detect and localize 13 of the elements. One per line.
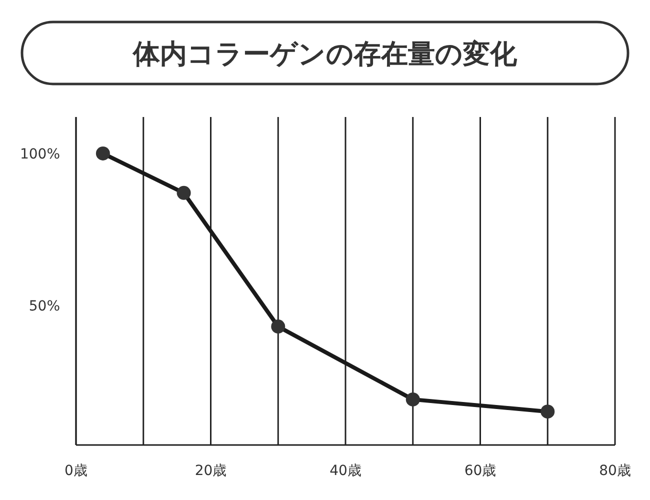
- x-tick-label: 20歳: [194, 463, 227, 479]
- x-tick-label: 60歳: [464, 463, 496, 479]
- y-tick-label: 100%: [20, 146, 60, 162]
- x-tick-label: 40歳: [330, 463, 362, 479]
- point: [540, 404, 555, 419]
- x-tick-label: 0歳: [64, 463, 88, 479]
- chart-title: 体内コラーゲンの存在量の変化: [132, 39, 518, 70]
- point: [96, 146, 110, 160]
- y-tick-label: 50%: [28, 298, 60, 314]
- point: [271, 320, 286, 334]
- x-tick-label: 80歳: [599, 463, 631, 479]
- point: [176, 186, 191, 200]
- point: [406, 392, 420, 406]
